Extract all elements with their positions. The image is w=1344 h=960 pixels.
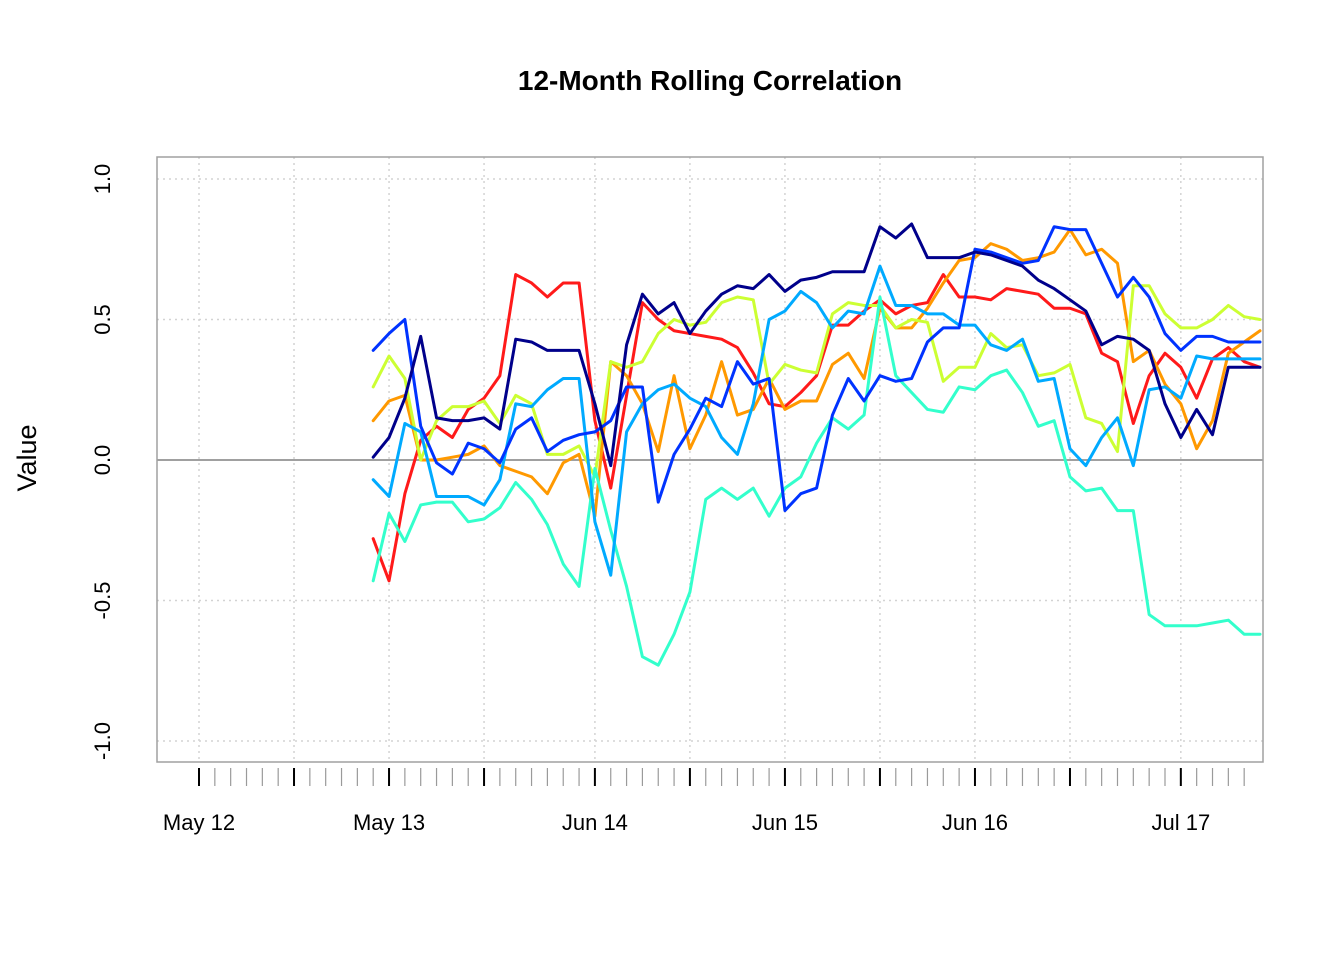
x-tick-label: Jun 14: [562, 810, 628, 835]
x-tick-label: Jul 17: [1151, 810, 1210, 835]
series-line-4: [371, 295, 1262, 667]
y-axis-label: Value: [12, 424, 42, 491]
y-tick-label: 0.5: [90, 304, 115, 335]
y-tick-label: 1.0: [90, 164, 115, 195]
y-tick-label: -0.5: [90, 582, 115, 620]
series-line-5: [371, 264, 1262, 577]
series-line-6: [371, 225, 1262, 513]
y-tick-label: -1.0: [90, 722, 115, 760]
series-line-2: [371, 228, 1262, 518]
x-axis: May 12 May 13 Jun 14 Jun 15 Jun 16 Jul 17: [163, 768, 1245, 835]
chart-title: 12-Month Rolling Correlation: [518, 65, 902, 96]
y-tick-label: 0.0: [90, 445, 115, 476]
series-line-3: [371, 284, 1262, 479]
plot-frame: [156, 156, 1264, 763]
x-tick-label: May 12: [163, 810, 235, 835]
y-axis: -1.0 -0.5 0.0 0.5 1.0: [90, 164, 115, 760]
data-series-group: [371, 222, 1262, 667]
x-tick-label: May 13: [353, 810, 425, 835]
series-line-7: [371, 222, 1262, 468]
series-line-1: [371, 273, 1262, 583]
x-tick-label: Jun 16: [942, 810, 1008, 835]
x-tick-label: Jun 15: [752, 810, 818, 835]
